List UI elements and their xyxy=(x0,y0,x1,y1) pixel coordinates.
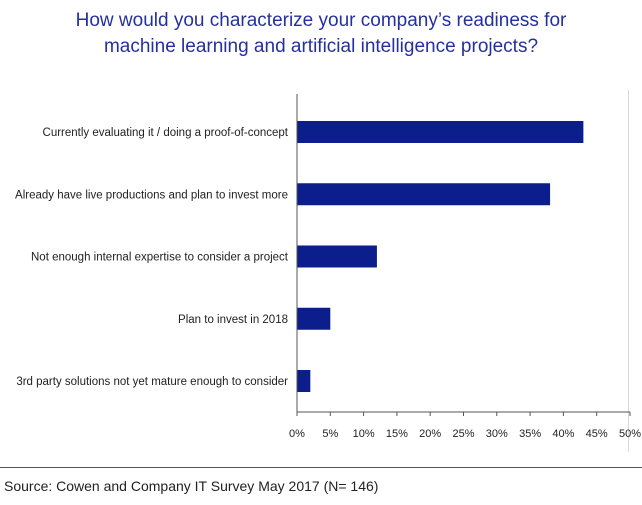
chart-title-line-1: How would you characterize your company’… xyxy=(75,10,567,31)
x-tick-label: 15% xyxy=(386,428,408,440)
x-tick-label: 25% xyxy=(452,428,474,440)
x-tick-label: 20% xyxy=(419,428,441,440)
x-tick-label: 45% xyxy=(586,428,608,440)
x-tick-label: 0% xyxy=(289,428,305,440)
x-tick-label: 5% xyxy=(322,428,338,440)
footer-divider xyxy=(0,467,642,468)
x-tick-label: 35% xyxy=(519,428,541,440)
chart-title: How would you characterize your company’… xyxy=(0,8,642,60)
right-border-line xyxy=(628,90,629,452)
x-tick-label: 50% xyxy=(619,428,641,440)
source-note: Source: Cowen and Company IT Survey May … xyxy=(4,478,379,494)
x-tick-label: 40% xyxy=(552,428,574,440)
bar-chart: Currently evaluating it / doing a proof-… xyxy=(15,94,641,440)
x-tick-label: 30% xyxy=(486,428,508,440)
category-label: Not enough internal expertise to conside… xyxy=(31,252,289,264)
category-label: Currently evaluating it / doing a proof-… xyxy=(43,127,289,139)
bar xyxy=(297,183,551,206)
bar xyxy=(297,307,331,330)
bar xyxy=(297,245,377,268)
bar xyxy=(297,121,584,143)
x-tick-label: 10% xyxy=(353,428,375,440)
category-label: Plan to invest in 2018 xyxy=(178,314,288,326)
category-label: 3rd party solutions not yet mature enoug… xyxy=(16,376,288,388)
chart-title-line-2: machine learning and artificial intellig… xyxy=(103,36,539,57)
category-label: Already have live productions and plan t… xyxy=(15,189,288,201)
bar xyxy=(297,370,311,392)
